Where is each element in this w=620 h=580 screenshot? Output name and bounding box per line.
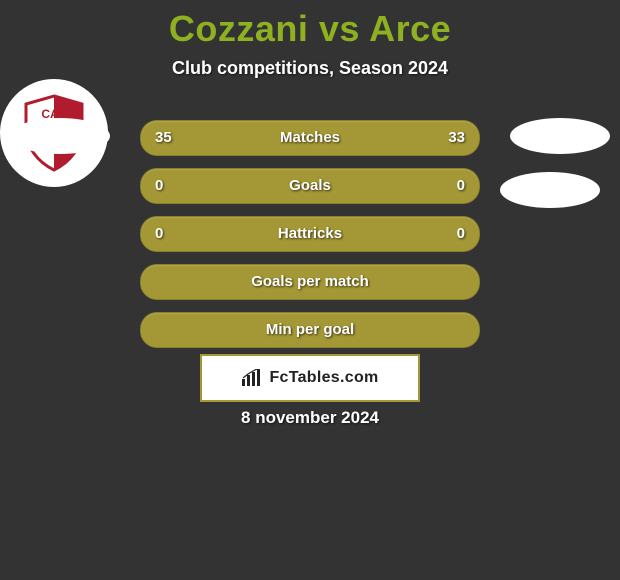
stat-right-value: 33 bbox=[448, 121, 465, 155]
stat-label: Hattricks bbox=[141, 217, 479, 251]
brand-box[interactable]: FcTables.com bbox=[200, 354, 420, 402]
stat-label: Matches bbox=[141, 121, 479, 155]
stat-row-min-per-goal: Min per goal bbox=[140, 312, 480, 348]
date-text: 8 november 2024 bbox=[0, 408, 620, 428]
brand-text: FcTables.com bbox=[269, 369, 378, 387]
stat-right-value: 0 bbox=[457, 169, 465, 203]
page-title: Cozzani vs Arce bbox=[0, 0, 620, 50]
stats-container: 35 Matches 33 0 Goals 0 0 Hattricks 0 Go… bbox=[140, 120, 480, 360]
stat-row-goals: 0 Goals 0 bbox=[140, 168, 480, 204]
player-right-club-badge-placeholder bbox=[500, 172, 600, 208]
bar-chart-icon bbox=[241, 369, 263, 387]
player-right-avatar-placeholder bbox=[510, 118, 610, 154]
stat-row-goals-per-match: Goals per match bbox=[140, 264, 480, 300]
stat-label: Goals bbox=[141, 169, 479, 203]
stat-label: Min per goal bbox=[141, 313, 479, 347]
stat-row-matches: 35 Matches 33 bbox=[140, 120, 480, 156]
stat-label: Goals per match bbox=[141, 265, 479, 299]
stat-row-hattricks: 0 Hattricks 0 bbox=[140, 216, 480, 252]
stat-right-value: 0 bbox=[457, 217, 465, 251]
player-left-avatar-placeholder bbox=[10, 118, 110, 154]
page-subtitle: Club competitions, Season 2024 bbox=[0, 58, 620, 79]
